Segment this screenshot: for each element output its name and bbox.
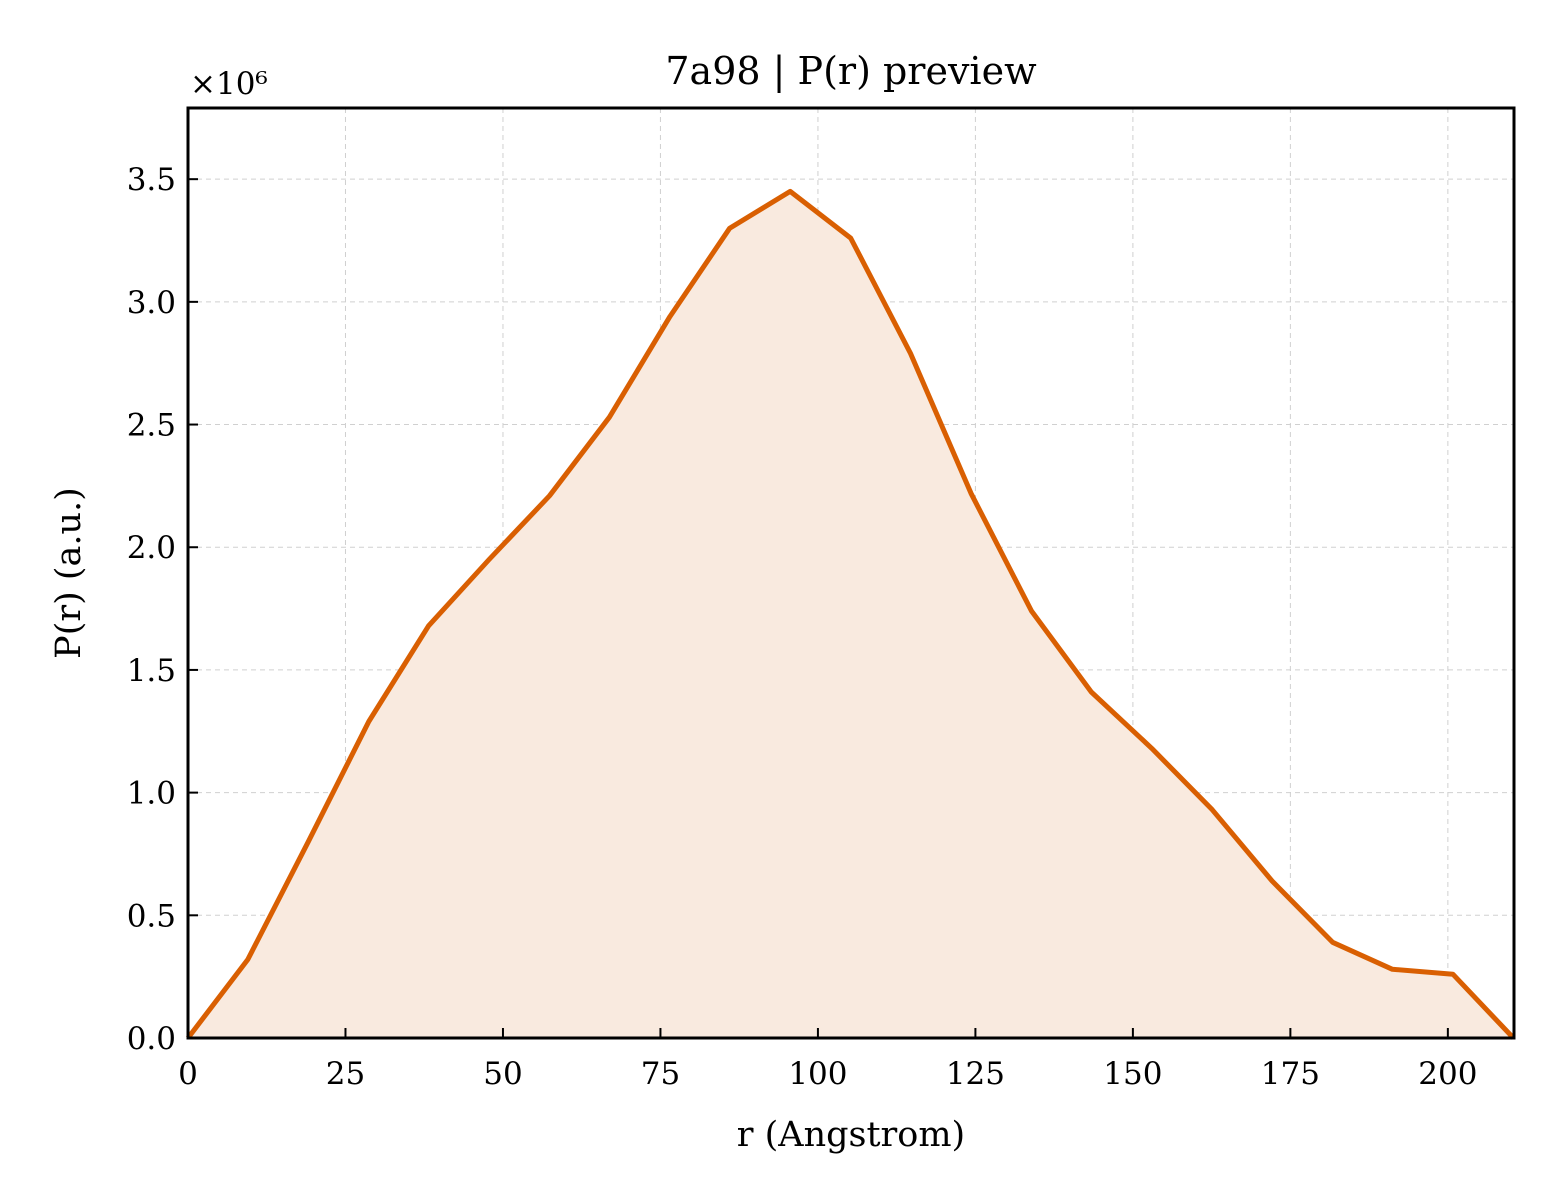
series-line [186,188,1516,1040]
x-tick-label: 75 [641,1056,680,1092]
x-tick-label: 0 [178,1056,198,1092]
y-tick-label: 0.5 [127,898,176,934]
y-tick-label: 1.0 [127,776,176,812]
y-tick-label: 3.0 [127,285,176,321]
x-tick-label: 25 [326,1056,365,1092]
x-tick-label: 125 [946,1056,1005,1092]
chart-title: 7a98 | P(r) preview [665,49,1037,93]
x-tick-label: 100 [788,1056,847,1092]
y-tick-label: 1.5 [127,653,176,689]
y-tick-label: 2.5 [127,408,176,444]
x-tick-label: 150 [1103,1056,1162,1092]
x-tick-label: 200 [1418,1056,1477,1092]
y-scale-multiplier: ×10⁶ [190,66,268,102]
plot-frame [186,106,1516,1040]
ticks: 0 25 50 75 100 125 150 175 200 0.0 0.5 1.0 1.5 2.0 2.5… [127,162,1478,1092]
x-axis-label: r (Angstrom) [737,1115,965,1155]
x-tick-label: 50 [483,1056,522,1092]
y-tick-label: 3.5 [127,162,176,198]
y-axis-label: P(r) (a.u.) [49,487,89,659]
y-tick-label: 0.0 [127,1021,176,1057]
y-tick-label: 2.0 [127,530,176,566]
x-tick-label: 175 [1261,1056,1320,1092]
area-fill [188,191,1514,1038]
